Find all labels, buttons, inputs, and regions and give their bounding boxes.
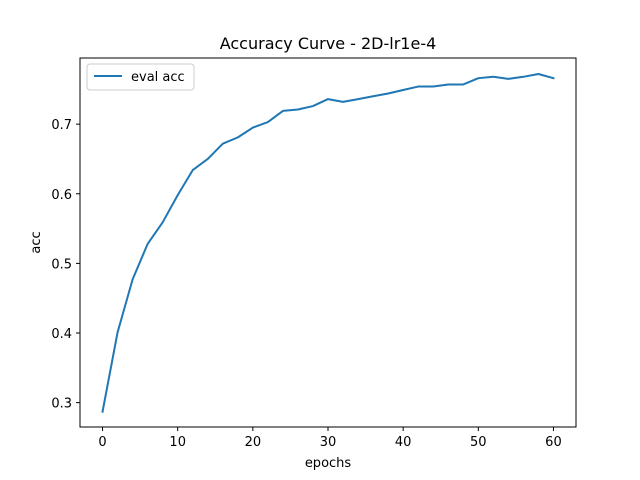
x-axis-label: epochs [305,456,352,471]
y-tick-label: 0.5 [51,257,72,272]
legend-box [86,63,195,91]
y-tick-label: 0.6 [51,188,72,203]
x-tick-label: 20 [245,435,262,450]
legend: eval acc [86,63,195,91]
x-tick-label: 30 [320,435,337,450]
series-line-eval-acc [101,73,555,413]
y-tick-label: 0.4 [51,327,72,342]
legend-label-eval-acc: eval acc [131,70,185,85]
x-tick-label: 40 [395,435,412,450]
chart-title: Accuracy Curve - 2D-lr1e-4 [220,34,437,53]
x-tick-label: 50 [470,435,487,450]
y-axis-label: acc [29,231,44,253]
y-tick-label: 0.3 [51,397,72,412]
y-tick-label: 0.7 [51,118,72,133]
y-axis-ticks: 0.3 0.4 0.5 0.6 0.7 [51,118,80,412]
x-tick-label: 60 [545,435,562,450]
x-tick-label: 10 [169,435,186,450]
plot-area [101,73,555,413]
x-tick-label: 0 [98,435,106,450]
x-axis-ticks: 0 10 20 30 40 50 60 [98,427,562,450]
